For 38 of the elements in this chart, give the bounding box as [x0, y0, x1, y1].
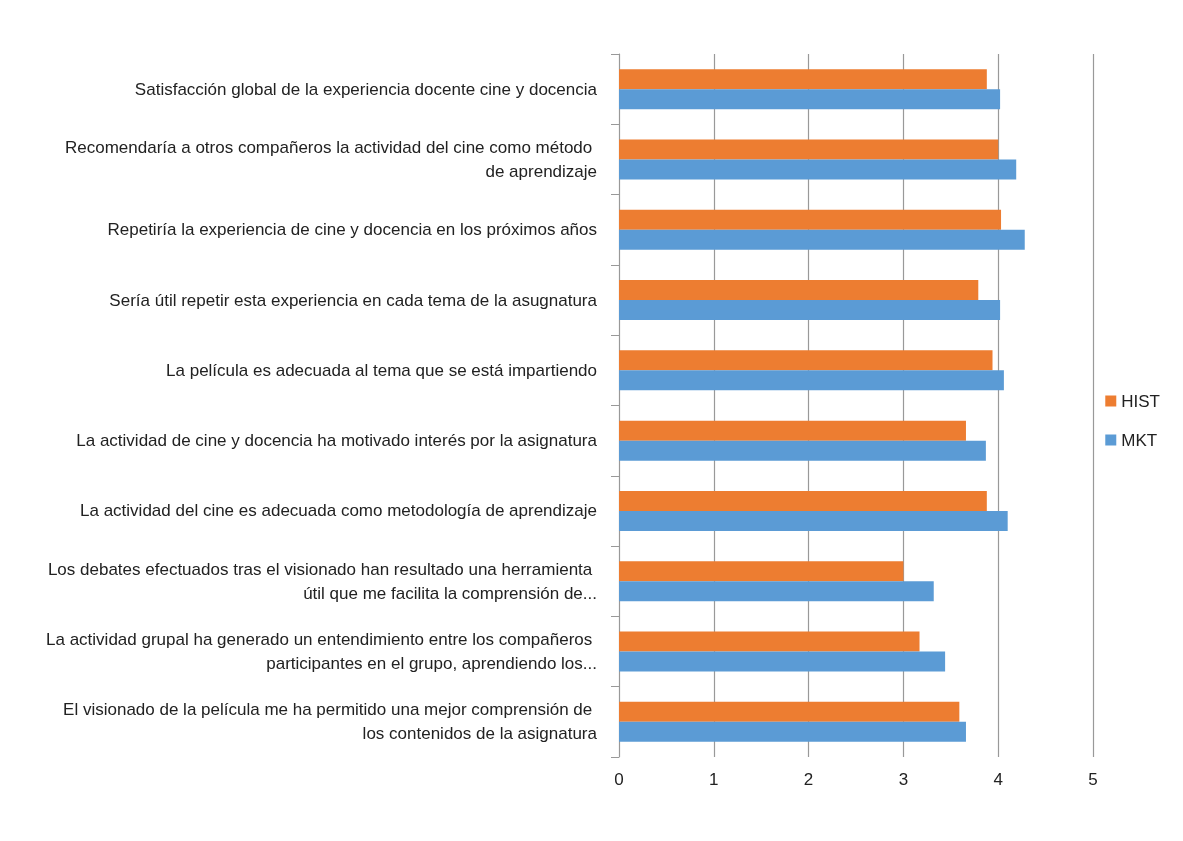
- y-tick-label: Recomendaría a otros compañeros la actividad del cine como método de aprendizaje: [64, 137, 597, 181]
- bar: [619, 159, 1017, 180]
- bar: [619, 581, 934, 602]
- x-tick-label: 1: [709, 770, 719, 789]
- bar: [619, 300, 1001, 321]
- bar: [619, 701, 960, 722]
- y-tick-label: Los debates efectuados tras el visionado han resultado una herramienta útil que me facilita la comprensión de...: [47, 559, 597, 603]
- x-tick-label: 3: [898, 770, 909, 789]
- y-tick-label: Satisfacción global de la experiencia docente cine y docencia: [134, 79, 598, 99]
- y-tick-label: El visionado de la película me ha permitido una mejor comprensión de los contenidos de la asignatura: [63, 700, 598, 744]
- bar: [619, 139, 999, 160]
- y-tick-label: La actividad de cine y docencia ha motivado interés por la asignatura: [76, 431, 598, 451]
- x-tick-label: 4: [993, 770, 1003, 789]
- bar: [619, 370, 1004, 391]
- y-tick-label: Repetiría la experiencia de cine y docencia en los próximos años: [107, 220, 597, 240]
- bar: [619, 350, 993, 371]
- bar: [619, 440, 986, 461]
- bar: [619, 89, 1001, 110]
- bar: [619, 490, 987, 511]
- bar: [619, 561, 904, 582]
- bar: [619, 280, 979, 301]
- bar: [619, 420, 966, 441]
- x-tick-label: 5: [1088, 770, 1098, 789]
- bar: [619, 631, 920, 652]
- bar: [619, 209, 1002, 230]
- y-tick-label: La película es adecuada al tema que se está impartiendo: [166, 360, 597, 380]
- x-tick-label: 0: [614, 770, 624, 789]
- bar: [619, 69, 987, 90]
- y-tick-label: Sería útil repetir esta experiencia en cada tema de la asugnatura: [109, 290, 598, 310]
- x-tick-label: 2: [803, 770, 814, 789]
- y-tick-label: La actividad del cine es adecuada como metodología de aprendizaje: [80, 501, 597, 521]
- bar: [619, 651, 946, 672]
- bar: [619, 721, 966, 742]
- y-tick-label: La actividad grupal ha generado un entendimiento entre los compañeros participantes en el grupo, aprendiendo los...: [46, 630, 597, 674]
- legend-label: MKT: [1121, 430, 1158, 450]
- bar: [619, 229, 1025, 250]
- legend-label: HIST: [1121, 391, 1161, 411]
- bar: [619, 510, 1008, 531]
